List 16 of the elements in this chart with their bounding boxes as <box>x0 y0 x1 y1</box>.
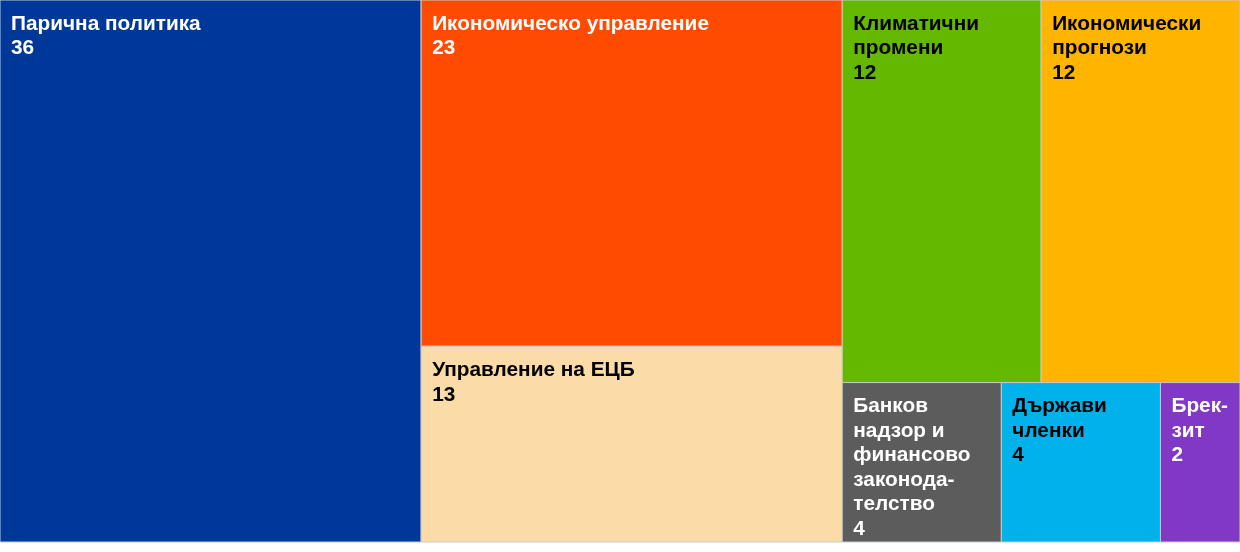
data-label: 12 <box>1052 59 1076 83</box>
category-label: Парична политика <box>11 10 202 34</box>
category-label: Икономическо управление <box>432 10 709 34</box>
category-label: Държави членки <box>1012 393 1107 441</box>
data-label: 23 <box>432 35 456 59</box>
data-label: 13 <box>432 381 456 405</box>
data-label: 12 <box>853 59 877 83</box>
category-label: Управление на ЕЦБ <box>432 357 635 381</box>
data-label: 4 <box>1012 442 1025 466</box>
data-label: 36 <box>11 35 35 59</box>
category-label: Климатични промени <box>853 10 980 59</box>
data-label: 2 <box>1171 442 1184 466</box>
data-label: 4 <box>853 515 866 539</box>
category-label: Икономически прогнози <box>1052 10 1202 59</box>
category-label: Брек-зит <box>1171 393 1229 441</box>
category-label: Банков надзор и финансово законода-телство <box>853 393 971 515</box>
